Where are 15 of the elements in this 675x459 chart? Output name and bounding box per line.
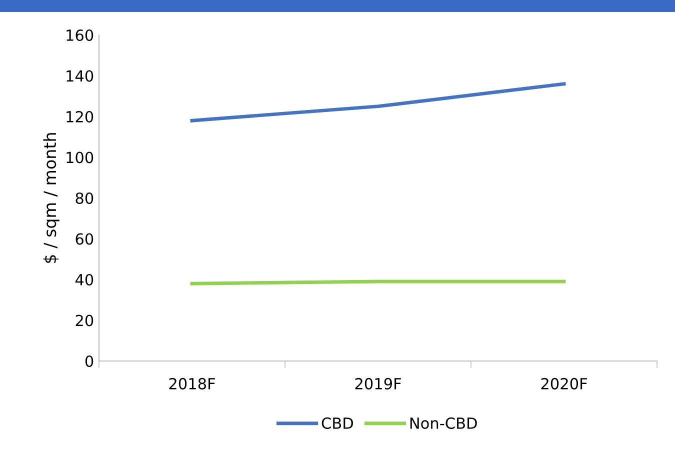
y-tick-label: 20 [76,314,94,326]
y-tick-label: 160 [66,29,94,42]
y-tick-label: 80 [76,192,94,204]
y-tick-label: 0 [85,355,94,368]
y-tick-label: 120 [66,110,94,123]
legend-label: CBD [322,417,353,429]
y-tick-label: 40 [75,274,94,286]
legend-label: Non-CBD [410,417,477,429]
y-axis-title: $ / sqm / month [43,133,60,263]
y-tick-label: 140 [66,70,94,82]
y-tick-label: 60 [76,233,94,245]
x-tick-label: 2020F [541,378,587,390]
y-tick-label: 100 [66,152,94,164]
x-tick-label: 2019F [355,378,401,390]
x-tick-label: 2018F [169,378,215,390]
